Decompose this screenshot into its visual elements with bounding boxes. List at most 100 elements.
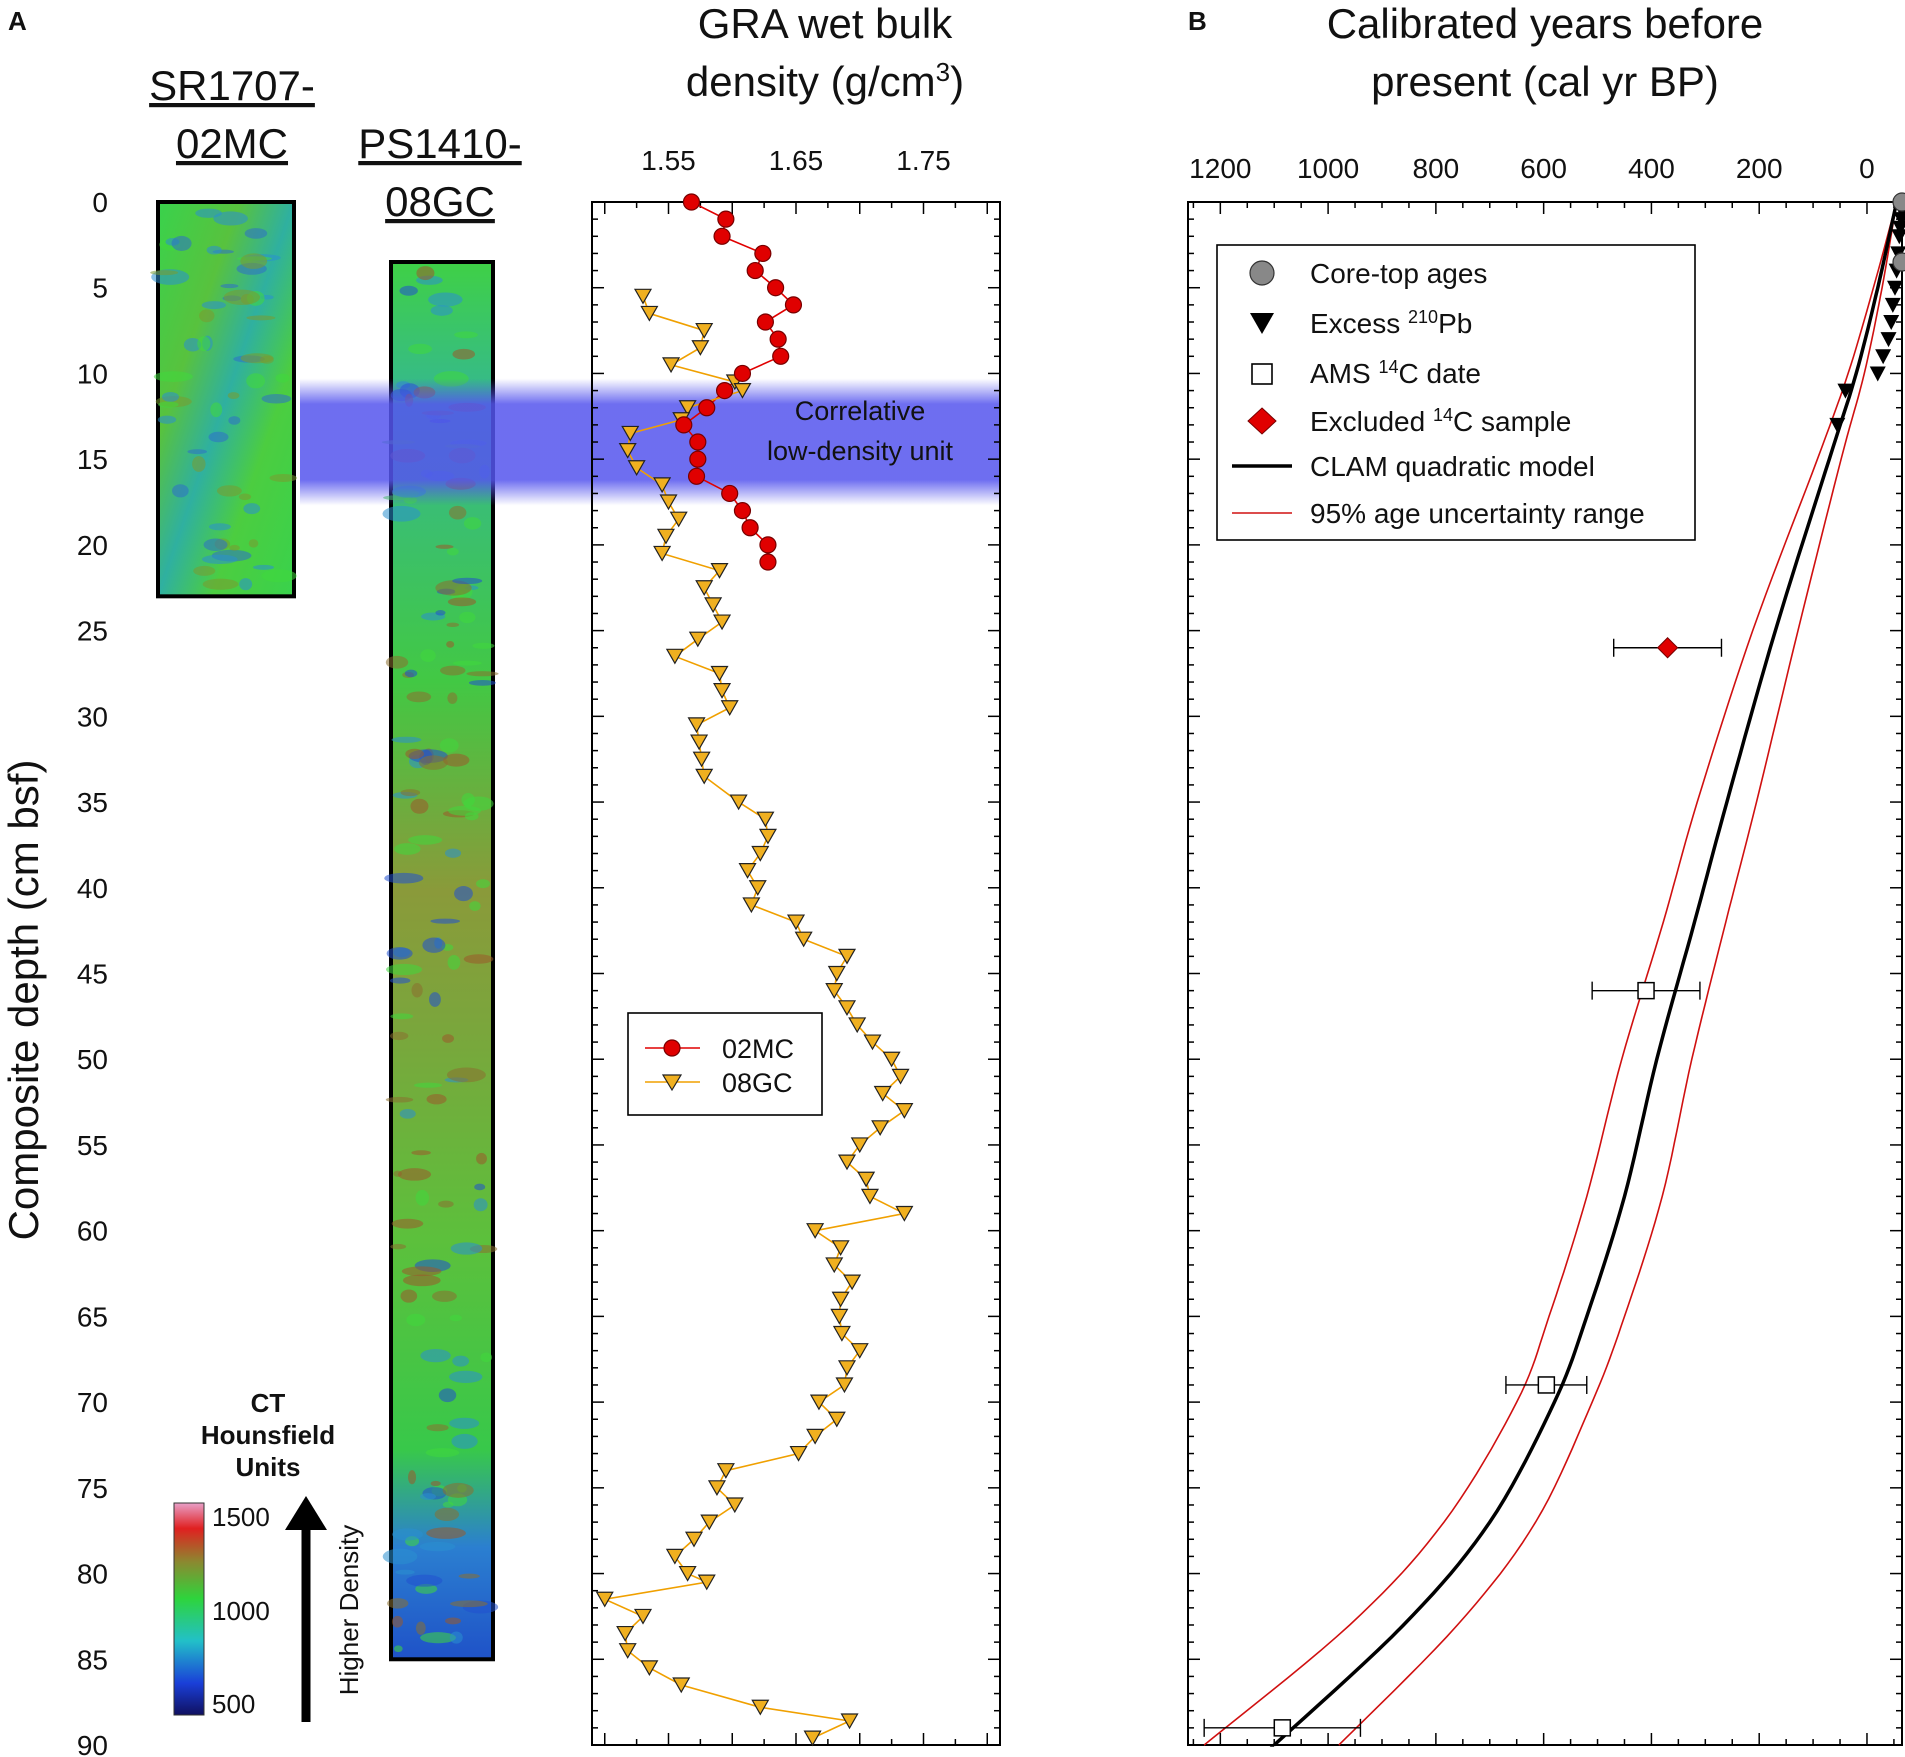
legend-ams-marker (1251, 363, 1273, 385)
core2-label-line1: PS1410- (358, 120, 521, 167)
core-texture-blob (252, 564, 275, 570)
core-texture-blob (472, 642, 495, 649)
depth-tick-label: 80 (77, 1559, 108, 1590)
core-texture-blob (246, 315, 276, 321)
point-08gc (895, 1103, 914, 1119)
age-x-tick-label: 600 (1520, 153, 1567, 184)
point-08gc (710, 665, 729, 682)
point-08gc (678, 1565, 697, 1582)
core-texture-blob (391, 736, 422, 743)
point-08gc (627, 460, 646, 476)
depth-tick-label: 0 (92, 187, 108, 218)
core-texture-blob (203, 538, 228, 551)
core-texture-blob (443, 753, 470, 767)
core-texture-blob (201, 301, 227, 310)
point-02mc (759, 553, 777, 571)
point-08gc (695, 322, 714, 339)
core-texture-blob (435, 610, 446, 616)
core-texture-blob (183, 337, 202, 352)
point-08gc (695, 768, 714, 785)
core-texture-blob (415, 1621, 426, 1635)
core1-texture (150, 208, 297, 591)
point-08gc (825, 983, 844, 999)
core-texture-blob (391, 1218, 424, 1229)
point-08gc (690, 734, 709, 751)
point-08gc (697, 1574, 716, 1591)
core-texture-blob (419, 1541, 456, 1552)
point-08gc (678, 400, 697, 416)
core-texture-blob (463, 517, 482, 530)
pb210-point (1869, 366, 1886, 382)
core-texture-blob (435, 544, 454, 549)
core-texture-blob (261, 569, 297, 583)
core-texture-blob (260, 355, 274, 364)
legend-210pb-label: Excess 210Pb (1310, 307, 1472, 339)
core-texture-blob (394, 843, 421, 855)
core-texture-blob (399, 285, 418, 296)
core-texture-blob (464, 812, 479, 821)
point-02mc (717, 210, 735, 228)
depth-tick-label: 5 (92, 273, 108, 304)
point-08gc (806, 1223, 825, 1239)
core-texture-blob (463, 954, 494, 964)
core-texture-blob (150, 270, 179, 276)
core-texture-blob (202, 578, 239, 590)
core-texture-blob (448, 1370, 483, 1384)
pb210-point (1880, 332, 1897, 348)
density-x-tick-label: 1.55 (641, 145, 696, 176)
point-08gc (827, 1411, 846, 1428)
depth-tick-label: 75 (77, 1473, 108, 1504)
core-texture-blob (408, 343, 433, 355)
ams-14c-point (1537, 1376, 1556, 1394)
point-08gc (831, 1240, 850, 1257)
core-texture-blob (449, 1631, 463, 1644)
core-texture-blob (442, 1482, 474, 1498)
point-08gc (835, 1377, 854, 1394)
legend-08gc-marker (661, 1074, 683, 1092)
ct-legend-title-1: CT (251, 1388, 286, 1418)
point-08gc (665, 1548, 684, 1565)
point-08gc (665, 648, 684, 665)
legend-08gc-label: 08GC (722, 1068, 793, 1098)
depth-tick-label: 35 (77, 787, 108, 818)
core-top-point (1892, 252, 1905, 272)
depth-tick-label: 70 (77, 1387, 108, 1418)
age-x-tick-label: 200 (1736, 153, 1783, 184)
core-texture-blob (208, 523, 231, 531)
point-08gc (710, 563, 729, 579)
core-texture-blob (406, 1574, 443, 1587)
point-08gc (692, 751, 711, 768)
core-texture-blob (385, 655, 409, 669)
point-02mc (713, 227, 731, 245)
core-texture-blob (426, 1424, 449, 1432)
core-texture-blob (269, 473, 297, 482)
core-texture-blob (389, 977, 411, 984)
point-08gc (882, 1051, 901, 1068)
core-texture-blob (392, 1528, 423, 1541)
depth-tick-label: 60 (77, 1216, 108, 1247)
legend-uncertainty-label: 95% age uncertainty range (1310, 498, 1645, 529)
point-08gc (738, 863, 757, 879)
point-02mc (772, 347, 790, 365)
core-texture-blob (446, 1067, 486, 1083)
point-02mc (689, 433, 707, 451)
core-texture-blob (248, 539, 259, 548)
point-08gc (669, 511, 688, 528)
depth-tick-label: 25 (77, 616, 108, 647)
density-x-tick-label: 1.75 (896, 145, 951, 176)
point-02mc (689, 450, 707, 468)
point-08gc (837, 1360, 857, 1377)
point-08gc (742, 897, 761, 914)
ams-14c-point (1637, 981, 1655, 1000)
ams-14c-point (1273, 1719, 1292, 1737)
point-08gc (786, 914, 806, 931)
core-texture-blob (445, 1617, 462, 1625)
core-texture-blob (447, 954, 461, 970)
core-texture-blob (404, 669, 418, 678)
core-texture-blob (405, 748, 424, 759)
point-08gc (758, 828, 777, 845)
core-texture-blob (391, 1615, 403, 1628)
core-texture-blob (410, 798, 429, 814)
core-texture-blob (239, 578, 253, 591)
age-axis-ticks (1188, 201, 1902, 1746)
